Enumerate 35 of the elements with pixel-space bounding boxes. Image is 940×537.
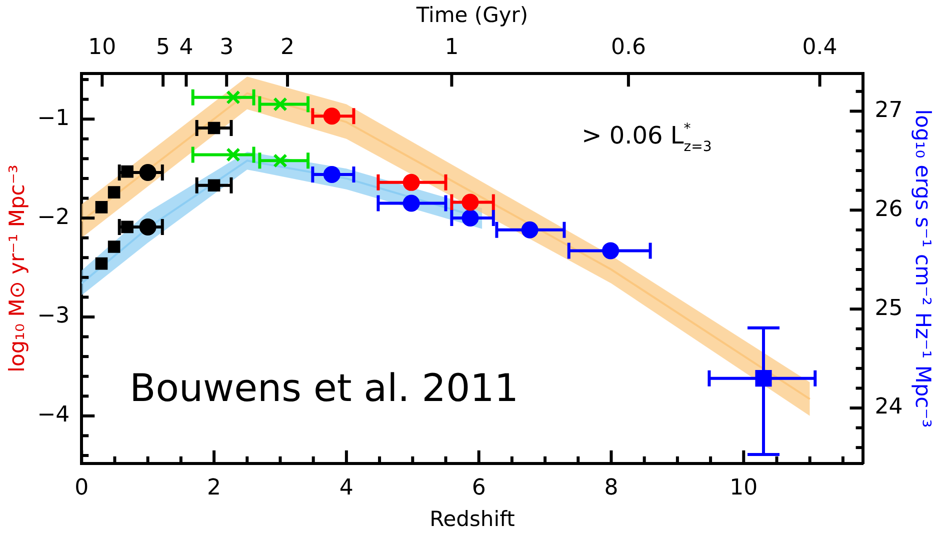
text: 1 xyxy=(444,35,459,60)
text: 0.6 xyxy=(610,35,646,60)
x-tick-label: 4 xyxy=(339,475,354,500)
point xyxy=(226,90,240,104)
y-tick-label: −3 xyxy=(37,304,70,329)
annotation: Bouwens et al. 2011 xyxy=(130,366,519,410)
x-tick-label: 6 xyxy=(472,475,486,500)
x-axis-title: Redshift xyxy=(430,506,515,531)
text: 10 xyxy=(88,35,116,60)
x-tick-label: 10 xyxy=(730,475,758,500)
x2-axis-title: Time (Gyr) xyxy=(415,3,528,28)
text: 2 xyxy=(280,35,295,60)
x-tick-label: 8 xyxy=(604,475,618,500)
y2-tick-label: 24 xyxy=(874,394,903,420)
point xyxy=(108,186,120,198)
y2-axis-title: log₁₀ ergs s⁻¹ cm⁻² Hz⁻¹ Mpc⁻³ xyxy=(910,109,935,428)
text: 0.4 xyxy=(802,35,838,60)
y-tick-label: −4 xyxy=(37,402,70,428)
y2-tick-label: 27 xyxy=(874,98,903,123)
point xyxy=(108,240,120,253)
point xyxy=(273,154,288,168)
text: 3 xyxy=(220,35,234,60)
y-tick-label: −2 xyxy=(37,204,70,230)
text: 4 xyxy=(179,35,194,60)
y2-tick-label: 25 xyxy=(874,296,903,321)
point xyxy=(226,148,240,162)
point xyxy=(273,97,288,112)
y-axis-title: log₁₀ M⊙ yr⁻¹ Mpc⁻³ xyxy=(5,164,30,372)
point xyxy=(95,201,108,214)
y-tick-label: −1 xyxy=(37,106,70,131)
point xyxy=(95,257,108,270)
text: 5 xyxy=(156,35,170,60)
x-tick-label: 2 xyxy=(207,475,222,500)
x-tick-label: 0 xyxy=(74,475,89,500)
y2-tick-label: 26 xyxy=(874,196,903,222)
